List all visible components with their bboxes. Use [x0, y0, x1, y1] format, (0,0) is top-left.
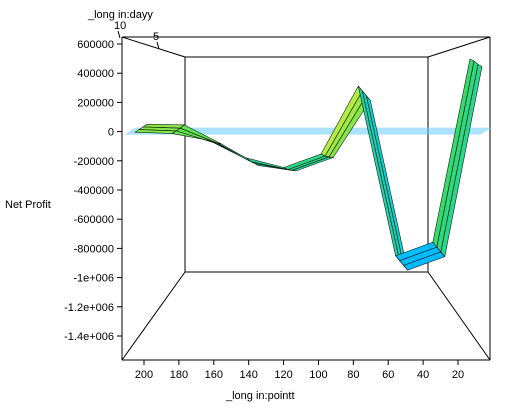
z-tick-label: -1.4e+006 [64, 331, 114, 343]
x-axis-title: _long in:pointt [225, 390, 295, 402]
z-axis: 600000 400000 200000 0 -200000 -400000 -600000… [64, 39, 122, 343]
y-tick-label: 5 [153, 31, 159, 43]
surface-patch [246, 157, 289, 170]
z-tick-label: -600000 [74, 214, 114, 226]
surface-patch [432, 58, 475, 248]
z-tick-label: 400000 [77, 68, 114, 80]
x-tick-label: 140 [239, 369, 257, 381]
z-tick-label: 600000 [77, 39, 114, 51]
surface-patch [209, 140, 251, 162]
surface-patch [440, 63, 483, 258]
surface-layer [134, 58, 483, 271]
depth-edges [121, 36, 491, 361]
x-tick-label: 160 [205, 369, 223, 381]
x-tick-label: 200 [135, 369, 153, 381]
x-tick-label: 40 [417, 369, 429, 381]
z-tick-label: -800000 [74, 243, 114, 255]
y-tick-label: 10 [114, 20, 126, 32]
z-tick-label: -200000 [74, 156, 114, 168]
z-tick-label: -1e+006 [73, 273, 114, 285]
z-tick-label: 200000 [77, 97, 114, 109]
x-tick-label: 180 [170, 369, 188, 381]
x-tick-label: 120 [274, 369, 292, 381]
y-axis-title: _long in:dayy [87, 9, 153, 21]
back-wall [184, 56, 429, 273]
x-tick-label: 20 [452, 369, 464, 381]
surface-patch [358, 85, 400, 261]
z-tick-label: 0 [108, 127, 114, 139]
y-tick [117, 30, 121, 39]
z-tick-label: -400000 [74, 185, 114, 197]
y-tick [156, 41, 160, 50]
surface-patch [324, 90, 367, 158]
reference-plane [124, 127, 492, 135]
x-axis: 200 180 160 140 120 100 80 60 40 20 [135, 360, 464, 381]
front-frame [121, 36, 491, 361]
surface-patch [362, 90, 404, 266]
x-tick-label: 100 [309, 369, 327, 381]
x-tick-label: 60 [382, 369, 394, 381]
y-axis: 10 5 [114, 20, 160, 50]
x-tick-label: 80 [347, 369, 359, 381]
z-axis-title: Net Profit [5, 199, 51, 211]
surface-patch [286, 155, 331, 171]
surface-patch [436, 60, 479, 253]
reference-plane-layer [124, 127, 492, 135]
z-tick-label: -1.2e+006 [64, 302, 114, 314]
surface-patch [366, 95, 408, 271]
